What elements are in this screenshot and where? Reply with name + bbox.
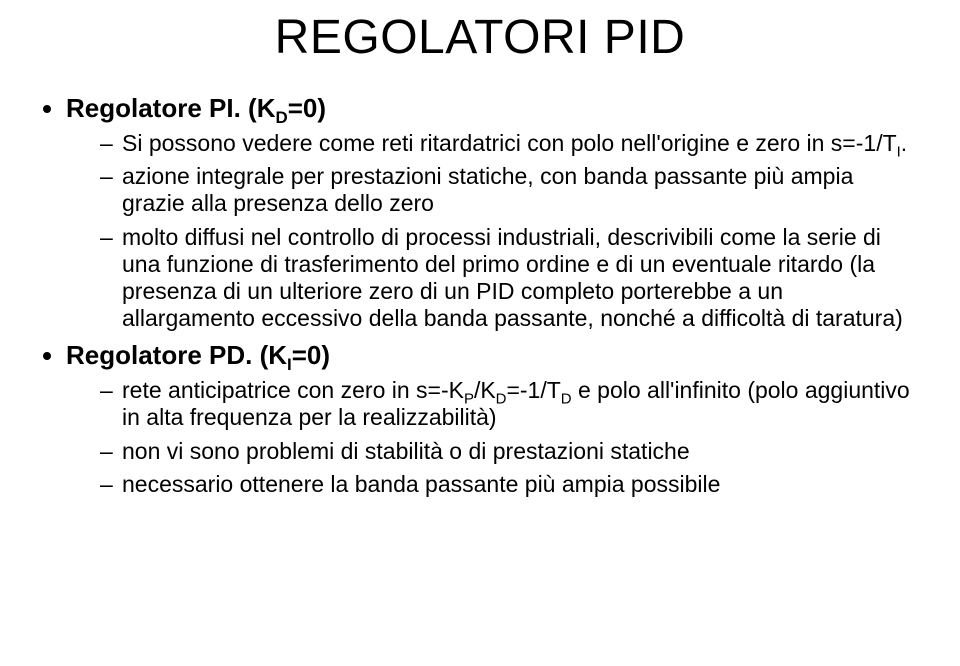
sub-list-pi: Si possono vedere come reti ritardatrici… (66, 130, 922, 332)
heading-pi-suffix: (KD=0) (241, 93, 326, 123)
sub-pi-1: azione integrale per prestazioni statich… (100, 163, 922, 217)
sub-pd-2: necessario ottenere la banda passante pi… (100, 471, 922, 498)
heading-pd: Regolatore PD. (KI=0) (66, 340, 330, 370)
page-title: REGOLATORI PID (38, 10, 922, 65)
sub-pd-1: non vi sono problemi di stabilità o di p… (100, 438, 922, 465)
sub-pi-2: molto diffusi nel controllo di processi … (100, 224, 922, 333)
bullet-list: Regolatore PI. (KD=0) Si possono vedere … (38, 93, 922, 498)
sub-list-pd: rete anticipatrice con zero in s=-KP/KD=… (66, 377, 922, 498)
heading-pi-bold: Regolatore PI. (66, 93, 241, 123)
heading-pd-suffix: (KI=0) (252, 340, 330, 370)
item-regolatore-pi: Regolatore PI. (KD=0) Si possono vedere … (66, 93, 922, 332)
heading-pi: Regolatore PI. (KD=0) (66, 93, 326, 123)
sub-pd-0: rete anticipatrice con zero in s=-KP/KD=… (100, 377, 922, 431)
sub-pi-0: Si possono vedere come reti ritardatrici… (100, 130, 922, 157)
item-regolatore-pd: Regolatore PD. (KI=0) rete anticipatrice… (66, 340, 922, 498)
heading-pd-bold: Regolatore PD. (66, 340, 252, 370)
